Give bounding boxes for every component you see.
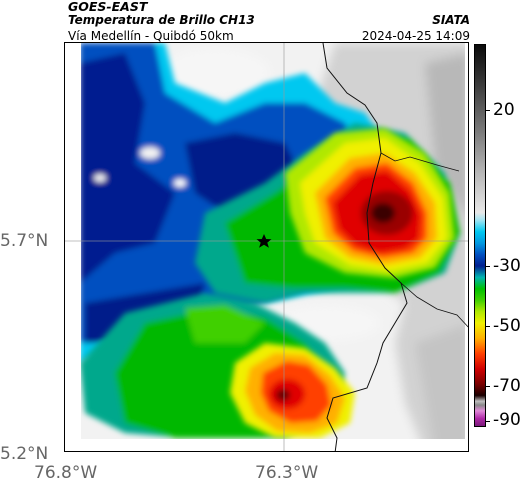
temperature-colorbar [474, 44, 486, 427]
star-icon [256, 234, 272, 248]
colorbar-label: 20 [493, 100, 515, 120]
colorbar-tick [485, 110, 490, 111]
colorbar-tick [485, 326, 490, 327]
latitude-label: 5.7°N [0, 231, 49, 251]
timestamp-label: 2024-04-25 14:09 [361, 29, 470, 43]
colorbar-tick [485, 266, 490, 267]
product-title: Temperatura de Brillo CH13 [68, 13, 255, 27]
brightness-temperature-map [65, 43, 468, 451]
region-subtitle: Vía Medellín - Quibdó 50km [68, 29, 234, 43]
colorbar-label: -50 [493, 316, 521, 336]
colorbar-label: -70 [493, 376, 521, 396]
colorbar-label: -90 [493, 410, 521, 430]
colorbar-label: -30 [493, 256, 521, 276]
longitude-label: 76.3°W [255, 463, 319, 483]
colorbar-tick [485, 421, 490, 422]
latitude-label: 5.2°N [0, 444, 49, 464]
colorbar-tick [485, 386, 490, 387]
longitude-label: 76.8°W [34, 463, 98, 483]
satellite-source-title: GOES-EAST [68, 0, 148, 14]
organization-label: SIATA [432, 13, 470, 27]
map-panel[interactable] [64, 42, 469, 452]
